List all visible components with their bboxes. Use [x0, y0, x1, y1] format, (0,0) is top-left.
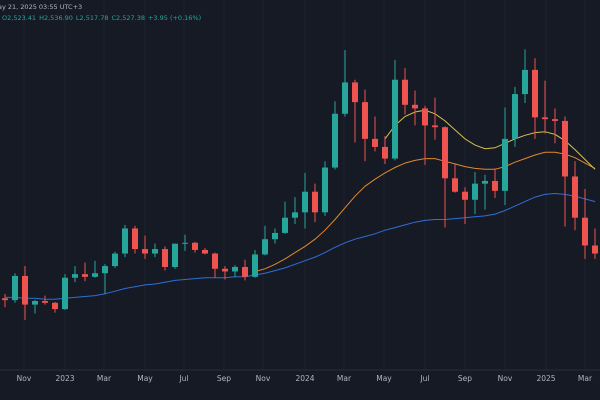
candle-body	[592, 245, 598, 254]
candle-body	[242, 266, 248, 277]
candle-body	[152, 249, 158, 254]
candle-body	[162, 249, 168, 267]
candle-body	[42, 301, 48, 303]
x-tick-label: May	[137, 374, 153, 383]
candle-body	[132, 228, 138, 250]
moving-average-line	[5, 192, 596, 300]
candle-body	[192, 242, 198, 250]
candle-body	[572, 176, 578, 218]
candle-body	[372, 138, 378, 147]
candle-body	[442, 127, 448, 179]
candle-body	[52, 302, 58, 310]
candle-body	[392, 79, 398, 159]
x-tick-label: Sep	[217, 374, 231, 383]
candle-body	[452, 178, 458, 192]
candle-body	[542, 117, 548, 120]
candle-body	[502, 138, 508, 191]
candle-body	[492, 180, 498, 191]
candle-body	[32, 301, 38, 305]
candle-body	[562, 120, 568, 177]
x-tick-label: 2023	[55, 374, 74, 383]
x-tick-label: Mar	[578, 374, 593, 383]
candle-body	[402, 79, 408, 105]
x-tick-label: 2025	[536, 374, 555, 383]
candle-body	[92, 273, 98, 277]
header-time: ay 21, 2025 03:55 UTC+3	[0, 3, 82, 11]
candle-body	[342, 82, 348, 114]
x-tick-label: Jul	[178, 374, 188, 383]
candle-body	[72, 274, 78, 278]
ohlc-value: +3.95 (+0.16%)	[148, 14, 201, 22]
candle-body	[62, 277, 68, 310]
candles	[2, 49, 598, 320]
candle-body	[422, 108, 428, 126]
x-tick-label: 2024	[295, 374, 314, 383]
x-tick-label: Sep	[458, 374, 472, 383]
candle-body	[112, 253, 118, 267]
candle-body	[382, 146, 388, 159]
candle-body	[522, 69, 528, 95]
x-tick-label: Mar	[97, 374, 112, 383]
x-tick-label: Jul	[419, 374, 429, 383]
candle-body	[552, 119, 558, 121]
moving-average-line	[384, 109, 596, 170]
candle-body	[472, 183, 478, 200]
candle-body	[102, 266, 108, 274]
candle-body	[22, 275, 28, 305]
candle-body	[12, 275, 18, 301]
candle-body	[122, 228, 128, 254]
x-tick-label: Nov	[17, 374, 32, 383]
candle-body	[312, 191, 318, 213]
candle-body	[302, 191, 308, 213]
candle-body	[582, 217, 588, 246]
candle-body	[362, 102, 368, 139]
candle-body	[292, 212, 298, 218]
candle-body	[432, 125, 438, 128]
candle-body	[482, 180, 488, 184]
x-tick-label: Nov	[498, 374, 513, 383]
candle-body	[222, 268, 228, 272]
candle-body	[272, 232, 278, 240]
candle-body	[332, 113, 338, 168]
x-tick-label: Mar	[337, 374, 352, 383]
ohlc-legend: O2,523.41 H2,536.90 L2,517.78 C2,527.38 +3.9…	[2, 14, 201, 22]
ohlc-value: C2,527.38	[111, 14, 144, 22]
candle-body	[82, 274, 88, 277]
candle-body	[412, 104, 418, 109]
candle-body	[512, 94, 518, 139]
x-axis: Nov 2023 Mar May Jul Sep Nov 2024 Mar May Jul Sep No…	[17, 374, 593, 383]
ohlc-value: H2,536.90	[39, 14, 73, 22]
candle-body	[462, 191, 468, 200]
candle-body	[182, 242, 188, 244]
candle-body	[282, 217, 288, 233]
candle-body	[252, 254, 258, 277]
candle-body	[2, 298, 8, 301]
x-tick-label: Nov	[256, 374, 271, 383]
candle-body	[172, 243, 178, 267]
candle-body	[322, 167, 328, 213]
candle-body	[262, 239, 268, 255]
candle-body	[532, 69, 538, 118]
ohlc-value: O2,523.41	[2, 14, 36, 22]
candle-body	[142, 249, 148, 254]
candle-body	[352, 82, 358, 103]
candle-body	[202, 249, 208, 254]
x-tick-label: May	[376, 374, 392, 383]
candle-body	[232, 266, 238, 272]
ohlc-value: L2,517.78	[76, 14, 109, 22]
candle-body	[212, 253, 218, 269]
